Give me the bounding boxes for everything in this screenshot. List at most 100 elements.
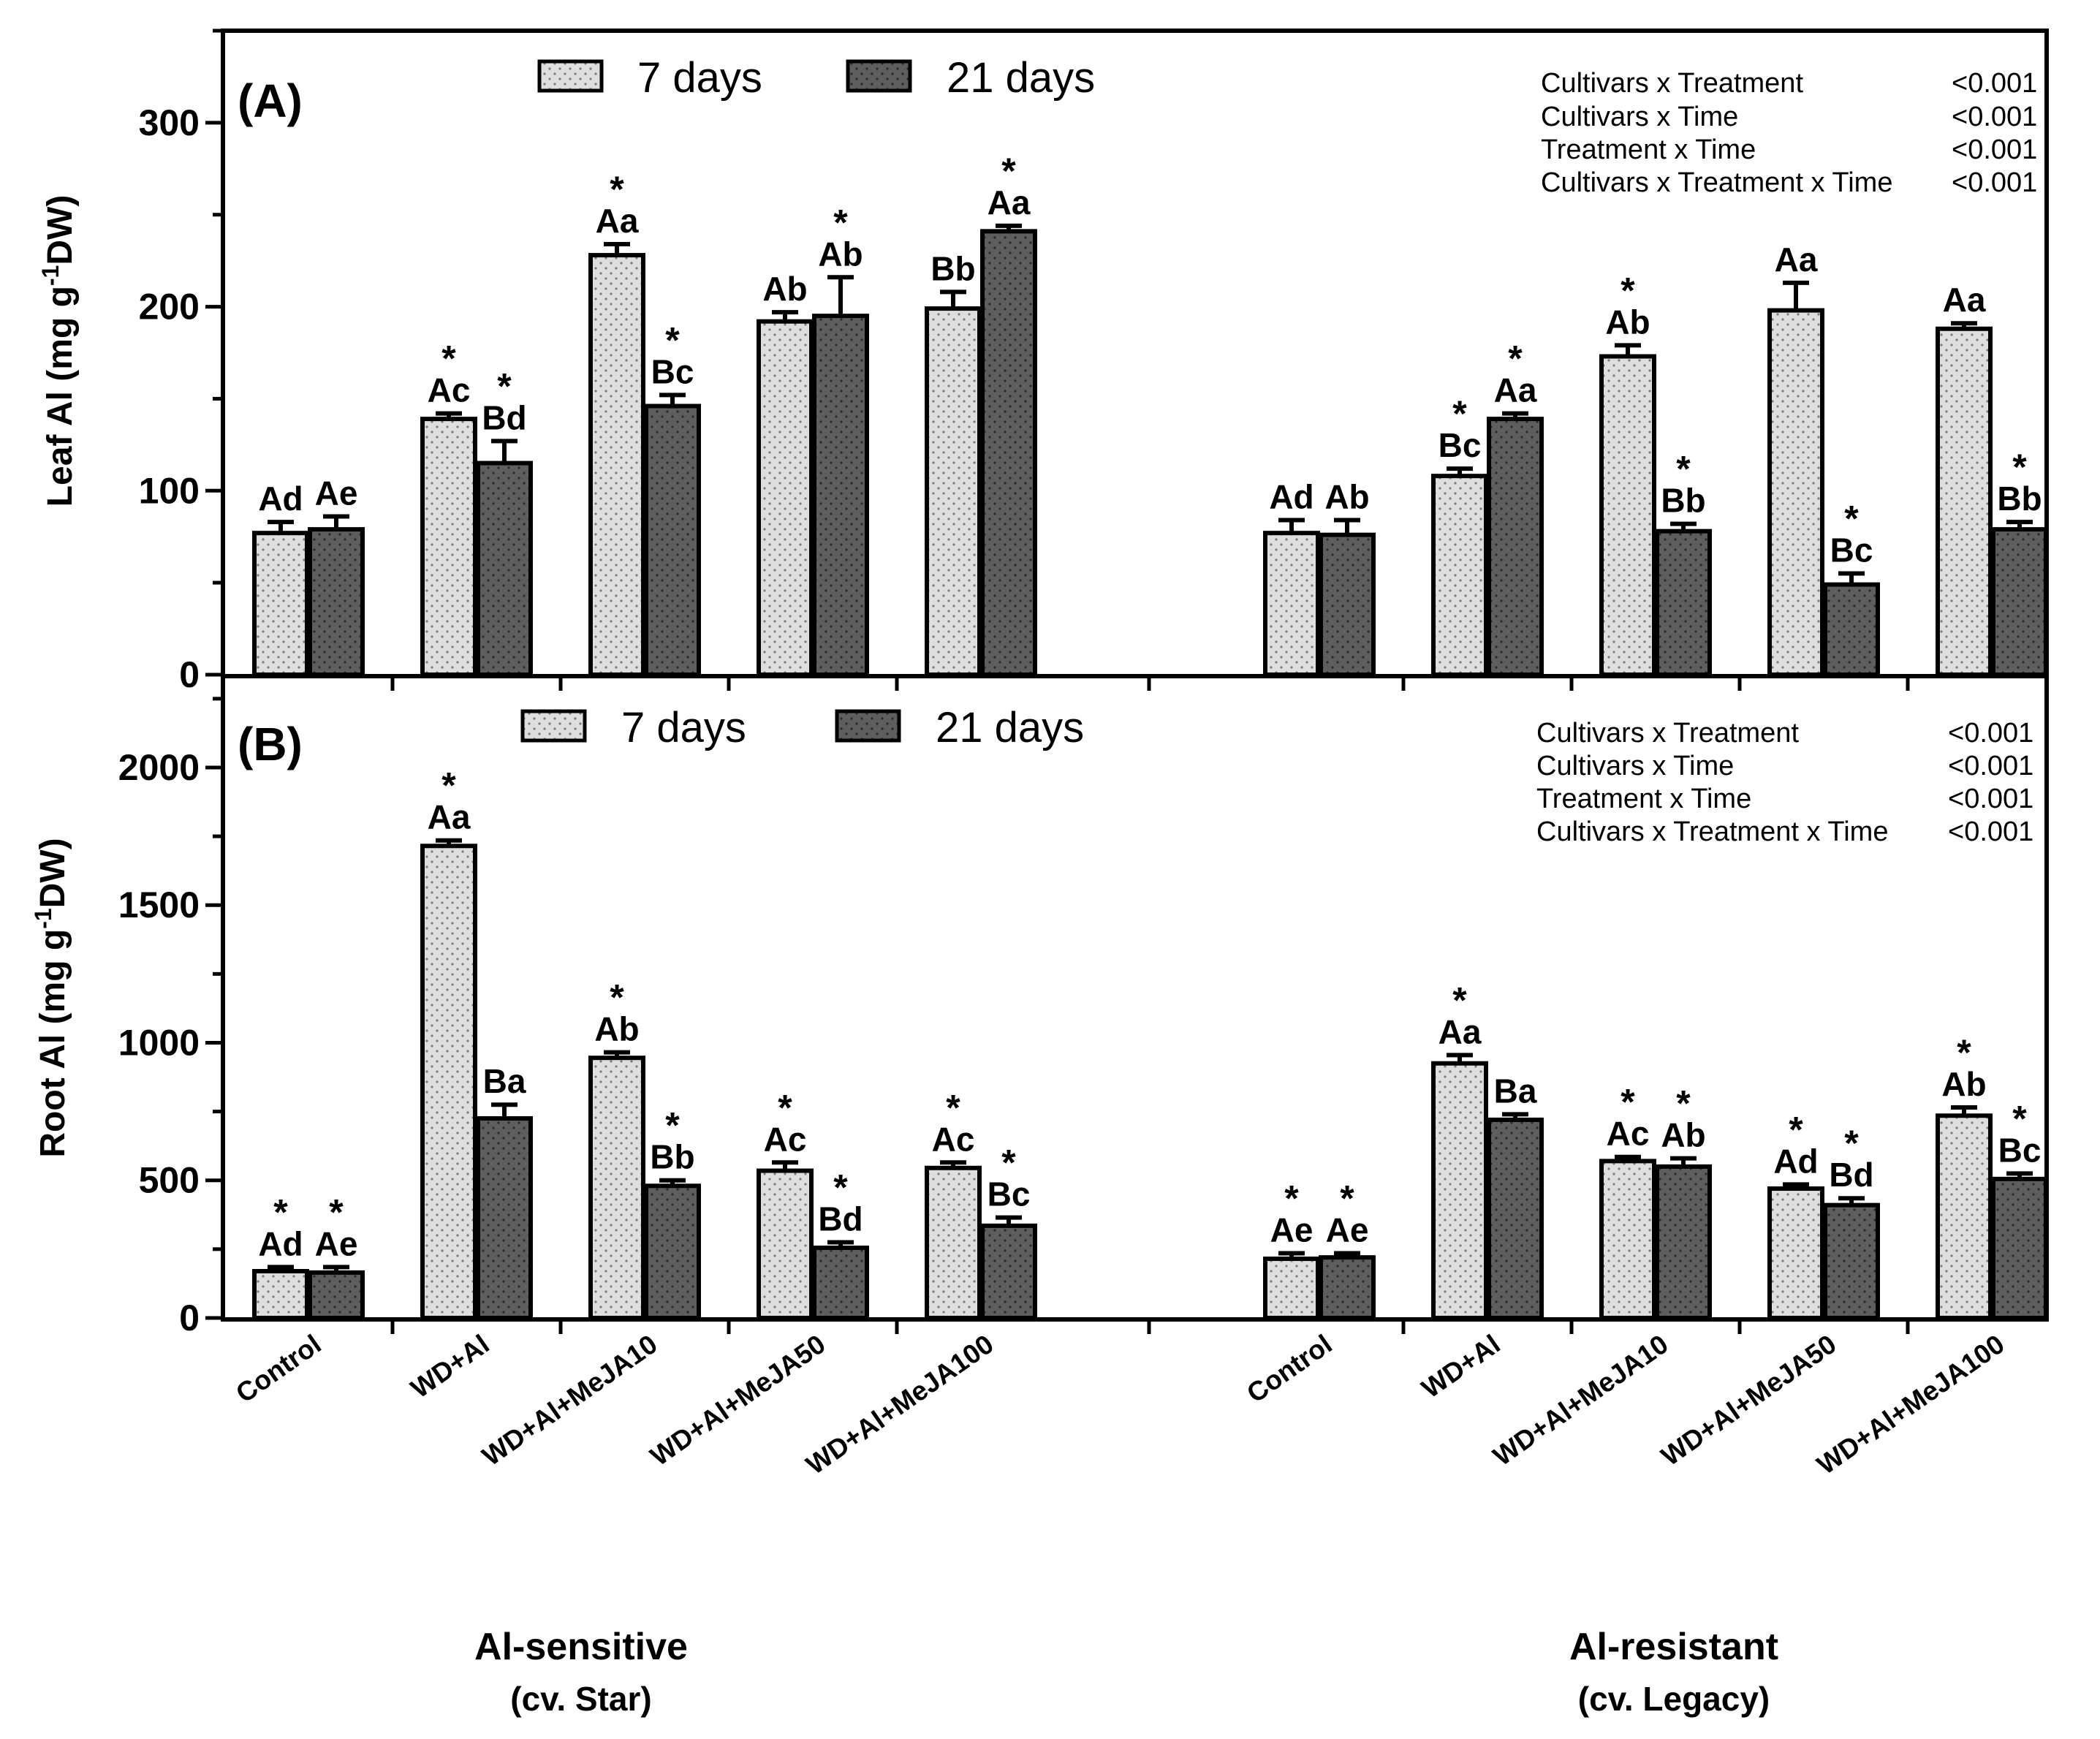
data-label: Ab — [762, 270, 807, 308]
panel-a-legend: 7 days 21 days — [537, 54, 1095, 102]
significance-star: * — [665, 319, 680, 360]
data-label: Bc — [1830, 531, 1873, 569]
stat-b-p-2: <0.001 — [1948, 751, 2033, 781]
data-label: Bd — [482, 398, 526, 436]
significance-star: * — [2012, 1098, 2027, 1139]
bar-21-days — [1319, 1255, 1376, 1320]
data-label: Bb — [1661, 482, 1705, 520]
legend-a-label-21-days: 21 days — [947, 54, 1095, 102]
bar-7-days — [1936, 326, 1993, 677]
x-category-label: WD+Al+MeJA10 — [477, 1329, 662, 1471]
significance-star: * — [1452, 393, 1467, 434]
x-category-label: Control — [230, 1329, 326, 1409]
bar-21-days — [1823, 582, 1880, 677]
y-tick-label: 1000 — [118, 1022, 200, 1063]
bar-21-days — [1655, 528, 1712, 677]
panel-b-y-axis-title: Root Al (mg g-1DW) — [30, 838, 72, 1157]
data-label: Aa — [596, 202, 639, 240]
bar-7-days — [1767, 308, 1824, 677]
stat-b-term-4: Cultivars x Treatment x Time — [1536, 817, 1888, 847]
legend-b-swatch-7-days — [520, 709, 587, 743]
data-label: Bb — [650, 1138, 694, 1176]
bar-21-days — [644, 1183, 701, 1320]
y-tick-label: 100 — [139, 470, 200, 511]
stat-a-p-3: <0.001 — [1952, 135, 2037, 165]
data-label: Ba — [483, 1062, 526, 1100]
data-label: Ba — [1494, 1072, 1537, 1110]
bar-7-days — [420, 844, 477, 1321]
bar-7-days — [588, 1056, 645, 1321]
stat-a-term-2: Cultivars x Time — [1541, 102, 1738, 132]
data-label: Ac — [932, 1120, 975, 1158]
bar-7-days — [757, 319, 814, 677]
significance-star: * — [1957, 1032, 1971, 1073]
significance-star: * — [1844, 499, 1859, 539]
panel-b: (B) 7 days 21 days Cultivars x Treatment… — [30, 674, 2049, 1322]
bar-21-days — [1991, 527, 2048, 677]
significance-star: * — [1284, 1178, 1299, 1219]
significance-star: * — [1789, 1109, 1803, 1150]
stat-a-term-1: Cultivars x Treatment — [1541, 68, 1803, 99]
stat-a-p-1: <0.001 — [1952, 68, 2037, 99]
significance-star: * — [1340, 1178, 1354, 1219]
y-tick-label: 0 — [179, 1297, 200, 1338]
data-label: Ac — [764, 1120, 807, 1158]
data-label: Ab — [1661, 1116, 1705, 1154]
panel-b-frame — [221, 674, 2049, 1322]
panel-a: (A) 7 days 21 days Cultivars x Treatment… — [37, 29, 2049, 678]
x-category-label: WD+Al+MeJA10 — [1487, 1329, 1673, 1471]
data-label: Bc — [1998, 1131, 2042, 1169]
data-label: Ae — [315, 474, 358, 512]
y-tick-label: 1500 — [118, 884, 200, 925]
x-category-label: WD+Al+MeJA100 — [800, 1329, 998, 1480]
bar-7-days — [420, 417, 477, 677]
stat-a-term-3: Treatment x Time — [1541, 135, 1756, 165]
data-label: Ab — [818, 235, 863, 273]
data-label: Bb — [1997, 480, 2042, 518]
bar-7-days — [925, 1165, 982, 1320]
bar-21-days — [1655, 1164, 1712, 1321]
legend-a-swatch-7-days — [537, 59, 604, 93]
significance-star: * — [1001, 151, 1016, 192]
bar-7-days — [1599, 1159, 1656, 1320]
data-label: Aa — [428, 798, 471, 836]
bar-21-days — [1319, 532, 1376, 677]
x-category-label: WD+Al — [406, 1329, 495, 1404]
significance-star: * — [1621, 1082, 1635, 1123]
data-label: Bc — [1438, 426, 1482, 464]
y-tick-label: 200 — [139, 287, 200, 327]
data-label: Bd — [818, 1200, 863, 1238]
bar-7-days — [1263, 1257, 1320, 1321]
legend-b-swatch-21-days — [835, 709, 901, 743]
bar-21-days — [812, 1245, 869, 1320]
stat-b-term-1: Cultivars x Treatment — [1536, 718, 1799, 749]
stat-a-term-4: Cultivars x Treatment x Time — [1541, 167, 1892, 198]
panel-a-label: (A) — [238, 75, 303, 127]
significance-star: * — [610, 169, 624, 210]
panel-a-stats: Cultivars x Treatment <0.001 Cultivars x… — [1541, 68, 2037, 198]
stat-b-term-2: Cultivars x Time — [1536, 751, 1734, 781]
x-category-label: WD+Al+MeJA100 — [1811, 1329, 2009, 1480]
bar-21-days — [1991, 1176, 2048, 1321]
legend-a-swatch-21-days — [846, 59, 912, 93]
data-label: Ad — [258, 480, 303, 518]
significance-star: * — [665, 1105, 680, 1146]
panel-b-stats: Cultivars x Treatment <0.001 Cultivars x… — [1536, 718, 2033, 847]
group-title-resistant: Al-resistant — [1569, 1626, 1778, 1668]
bar-7-days — [1767, 1186, 1824, 1320]
significance-star: * — [1001, 1143, 1016, 1183]
y-tick-label: 0 — [179, 654, 200, 695]
significance-star: * — [273, 1191, 288, 1232]
group-subtitle-resistant: (cv. Legacy) — [1578, 1680, 1770, 1718]
y-tick-label: 500 — [139, 1160, 200, 1201]
stat-a-p-2: <0.001 — [1952, 102, 2037, 132]
data-label: Bd — [1829, 1156, 1873, 1194]
bar-21-days — [980, 1223, 1037, 1321]
bar-7-days — [925, 306, 982, 677]
significance-star: * — [2012, 447, 2027, 488]
data-label: Aa — [1775, 240, 1818, 279]
bar-7-days — [588, 253, 645, 677]
